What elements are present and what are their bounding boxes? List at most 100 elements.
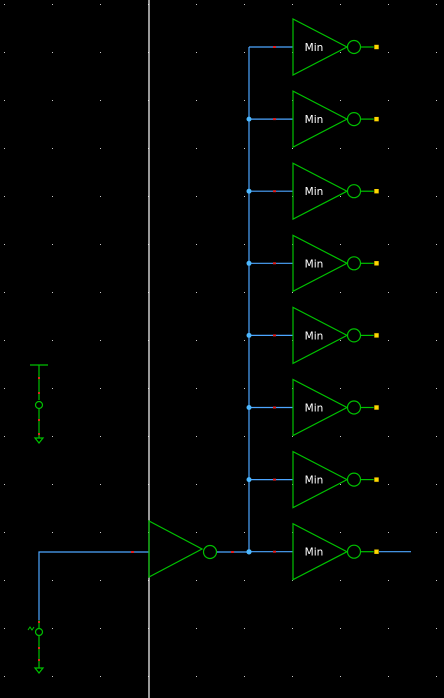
grid-dot: [100, 676, 101, 677]
grid-dot: [52, 676, 53, 677]
grid-dot: [100, 196, 101, 197]
grid-dot: [244, 580, 245, 581]
grid-dot: [340, 484, 341, 485]
grid-dot: [292, 436, 293, 437]
grid-dot: [340, 580, 341, 581]
grid-dot: [52, 148, 53, 149]
grid-dot: [4, 676, 5, 677]
grid-dot: [436, 484, 437, 485]
grid-dot: [340, 196, 341, 197]
grid-dot: [388, 148, 389, 149]
junction-dot: [246, 405, 252, 410]
load-triangle: [292, 306, 349, 365]
grid-dot: [292, 4, 293, 5]
grid-dot: [100, 100, 101, 101]
grid-dot: [340, 4, 341, 5]
load-label: Min: [305, 186, 324, 198]
input-net-wire[interactable]: [38, 551, 149, 620]
grid-dot: [100, 340, 101, 341]
load-inverters: Min Min Min Min Min Min Min Min: [246, 18, 412, 581]
load-inverter-icon[interactable]: Min: [246, 90, 380, 149]
grid-dot: [436, 100, 437, 101]
grid-dot: [196, 148, 197, 149]
pin-marker: [38, 647, 40, 649]
load-inverter-icon[interactable]: Min: [246, 162, 380, 221]
grid-dot: [292, 292, 293, 293]
grid-dot: [244, 100, 245, 101]
ground-icon: [33, 667, 45, 674]
load-label: Min: [305, 114, 324, 126]
grid-dot: [196, 292, 197, 293]
load-inverter-icon[interactable]: Min: [246, 522, 412, 581]
pin-marker: [38, 433, 40, 435]
driver-inverter-icon[interactable]: [148, 520, 249, 578]
load-bubble: [346, 256, 362, 271]
grid-dot: [244, 148, 245, 149]
grid-dot: [100, 532, 101, 533]
load-inverter-icon[interactable]: Min: [246, 234, 380, 293]
pin-marker: [273, 190, 276, 193]
grid-dot: [52, 436, 53, 437]
dc-voltage-source-icon[interactable]: [30, 364, 48, 444]
grid-dot: [4, 52, 5, 53]
grid-dot: [4, 436, 5, 437]
grid-dot: [196, 244, 197, 245]
pin-marker: [131, 551, 134, 553]
load-triangle: [292, 162, 349, 221]
grid-dot: [4, 100, 5, 101]
grid-dot: [196, 388, 197, 389]
pin-marker: [273, 478, 276, 481]
grid-dot: [100, 4, 101, 5]
grid-dot: [244, 676, 245, 677]
junction-dot: [246, 116, 252, 122]
grid-dot: [388, 628, 389, 629]
source-bottom-body: [34, 627, 44, 637]
grid-dot: [436, 532, 437, 533]
grid-dot: [388, 484, 389, 485]
grid-dot: [244, 388, 245, 389]
pin-marker: [38, 377, 40, 379]
output-pin-icon: [373, 332, 380, 339]
load-label: Min: [305, 475, 324, 487]
load-inverter-icon[interactable]: Min: [249, 18, 380, 76]
load-label: Min: [305, 330, 324, 342]
pin-marker: [38, 659, 40, 661]
load-triangle: [292, 234, 349, 293]
load-inverter-icon[interactable]: Min: [246, 306, 380, 365]
grid-dot: [244, 244, 245, 245]
pin-marker: [38, 419, 40, 421]
grid-dot: [4, 148, 5, 149]
pulse-voltage-source-icon[interactable]: [27, 620, 45, 674]
grid-dot: [52, 292, 53, 293]
grid-dot: [388, 388, 389, 389]
pin-marker: [38, 621, 40, 623]
grid-dot: [52, 52, 53, 53]
grid-dot: [436, 52, 437, 53]
grid-dot: [52, 484, 53, 485]
grid-dot: [100, 244, 101, 245]
pin-marker: [231, 551, 234, 553]
grid-dot: [436, 148, 437, 149]
load-inverter-icon[interactable]: Min: [246, 378, 380, 437]
junction-dot: [246, 477, 252, 483]
grid-dot: [340, 676, 341, 677]
grid-dot: [388, 436, 389, 437]
pin-marker: [273, 334, 276, 337]
load-bubble: [346, 111, 362, 127]
grid-dot: [100, 388, 101, 389]
grid-dot: [4, 4, 5, 5]
grid-dot: [388, 580, 389, 581]
output-pin-icon: [373, 260, 380, 267]
grid-dot: [196, 52, 197, 53]
grid-dot: [100, 436, 101, 437]
load-label: Min: [305, 42, 324, 54]
grid-dot: [100, 52, 101, 53]
source-top-body: [34, 400, 44, 410]
load-inverter-icon[interactable]: Min: [246, 450, 380, 509]
grid-dot: [52, 244, 53, 245]
grid-dot: [292, 676, 293, 677]
load-triangle: [292, 450, 349, 509]
grid-dot: [388, 676, 389, 677]
load-triangle: [292, 378, 349, 437]
